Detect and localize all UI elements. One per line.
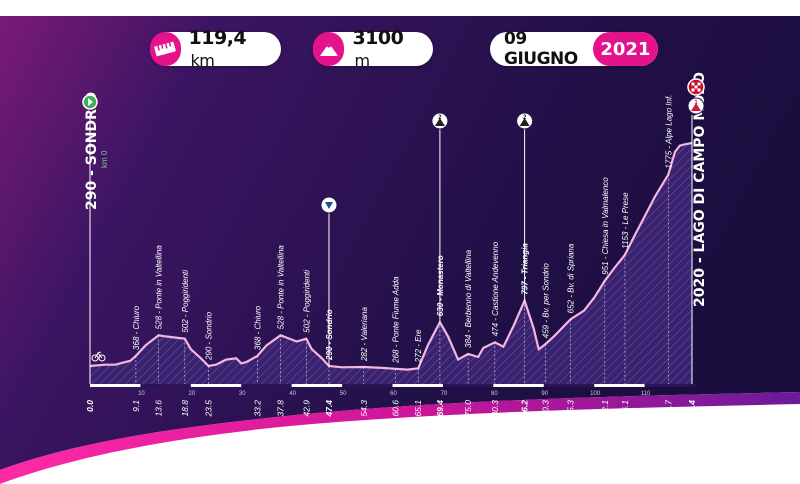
km-scale-label: 80 [491, 391, 498, 397]
distance-tick-label: 18.8 [180, 400, 190, 417]
km-scale-label: 110 [641, 391, 651, 397]
start-label: 290 - SONDRIO [84, 92, 100, 210]
distance-tick-label: 9.1 [131, 400, 141, 412]
profile-line [89, 141, 693, 371]
km-scale-segment [140, 384, 191, 387]
waypoint-label: 652 - Bv. di Spriana [566, 243, 575, 313]
km-scale-label: 60 [390, 391, 397, 397]
distance-tick-label: 37.8 [276, 400, 286, 417]
play-icon [88, 98, 93, 106]
waypoint-label: 502 - Poggiridenti [181, 270, 190, 333]
km-scale-segment [342, 384, 393, 387]
finish-label: 2020 - LAGO DI CAMPO MORO [692, 72, 708, 307]
bike-wheel [91, 354, 99, 362]
waypoint-label: 368 - Chiuro [253, 305, 262, 350]
distance-tick-label: 54.3 [359, 400, 369, 417]
waypoint-label: 290 - Sondrio [325, 309, 334, 361]
distance-tick-label: 102.1 [600, 400, 610, 422]
distance-tick-label: 114.7 [663, 400, 673, 421]
waypoint-label: 459 - Bv. per Sondrio [541, 263, 550, 339]
bike-wheel [98, 354, 106, 362]
distance-tick-label: 65.1 [413, 400, 423, 417]
waypoint-label: 502 - Poggiridenti [302, 270, 311, 333]
distance-tick-label: 42.9 [301, 400, 311, 417]
waypoint-label: 951 - Chiesa in Valmalenco [601, 177, 610, 275]
km-scale-label: 20 [188, 391, 195, 397]
waypoint-label: 528 - Ponte in Valtellina [277, 245, 286, 330]
mountain-icon [313, 32, 345, 66]
bike-icon [91, 351, 106, 362]
km-scale-label: 100 [590, 391, 601, 397]
distance-text: 119,4 km [188, 27, 247, 70]
distance-tick-label: 75.0 [463, 400, 473, 417]
ruler-icon [150, 32, 181, 66]
mountain-icon [434, 118, 445, 126]
km-scale-label: 90 [541, 391, 548, 397]
waypoint-label: 282 - Valeriana [360, 307, 369, 363]
waypoint-label: 474 - Castione Andevenno [491, 241, 500, 336]
gpm-category-label: 1 [694, 100, 698, 106]
distance-tick-label: 95.3 [565, 400, 575, 417]
waypoint-label: 290 - Sondrio [204, 311, 213, 361]
waypoint-label: 268 - Ponte Fiume Adda [392, 276, 401, 364]
distance-tick-label: 106.1 [620, 400, 630, 422]
distance-tick-label: 13.6 [154, 400, 164, 417]
km-scale-label: 50 [340, 391, 347, 397]
distance-tick-label: 80.3 [490, 400, 500, 417]
distance-tick-label: 47.4 [324, 400, 334, 418]
km-scale-segment [644, 384, 696, 387]
waypoint-label: 368 - Chiuro [132, 305, 141, 350]
km-scale-label: 40 [289, 391, 296, 397]
distance-tick-label: 60.6 [391, 400, 401, 417]
gpm-category-label: 2 [523, 115, 527, 121]
gpm-category-label: 2 [438, 115, 442, 121]
date-pill: 09 GIUGNO 2021 [490, 29, 658, 69]
checker-square [697, 82, 701, 86]
distance-tick-label: 0.0 [85, 400, 95, 412]
waypoint-label: 630 - Monastero [436, 255, 445, 316]
km-scale-segment [241, 384, 292, 387]
elevation-text: 3100 m [352, 27, 404, 70]
waypoint-label: 1153 - Le Prese [621, 192, 630, 249]
checker-square [691, 88, 695, 92]
checker-square [697, 88, 701, 92]
km-scale-label: 10 [138, 391, 145, 397]
sprint-arrow-icon [324, 202, 333, 209]
waypoint-label: 384 - Berbenno di Valtellina [464, 249, 473, 348]
distance-tick-label: 69.4 [435, 400, 445, 417]
distance-pill: 119,4 km [150, 27, 281, 70]
mountain-icon [519, 118, 530, 126]
km-scale-label: 30 [239, 391, 246, 397]
waypoint-label: 272 - Ere [414, 329, 423, 363]
checker-square [694, 85, 698, 89]
distance-tick-label: 119.4 [687, 400, 697, 421]
start-km-label: km 0 [100, 150, 109, 168]
km-scale-segment [543, 384, 595, 387]
waypoint-label: 528 - Ponte in Valtellina [155, 245, 164, 330]
km-scale-segment [442, 384, 494, 387]
elevation-pill: 3100 m [313, 27, 433, 70]
date-text: 09 GIUGNO [504, 29, 578, 69]
distance-tick-label: 23.5 [203, 400, 213, 418]
mountain-icon [691, 103, 701, 111]
distance-tick-label: 86.2 [520, 400, 530, 417]
bike-frame [94, 351, 103, 359]
waypoint-label: 797 - Triangia [521, 243, 530, 295]
km-scale-label: 70 [441, 391, 448, 397]
profile-area [90, 143, 692, 384]
distance-tick-label: 90.3 [540, 400, 550, 417]
year-text: 2021 [592, 32, 658, 66]
checker-square [691, 82, 695, 86]
distance-tick-label: 33.2 [252, 400, 262, 417]
waypoint-label: 1775 - Alpe Lago Inf. [664, 95, 673, 169]
